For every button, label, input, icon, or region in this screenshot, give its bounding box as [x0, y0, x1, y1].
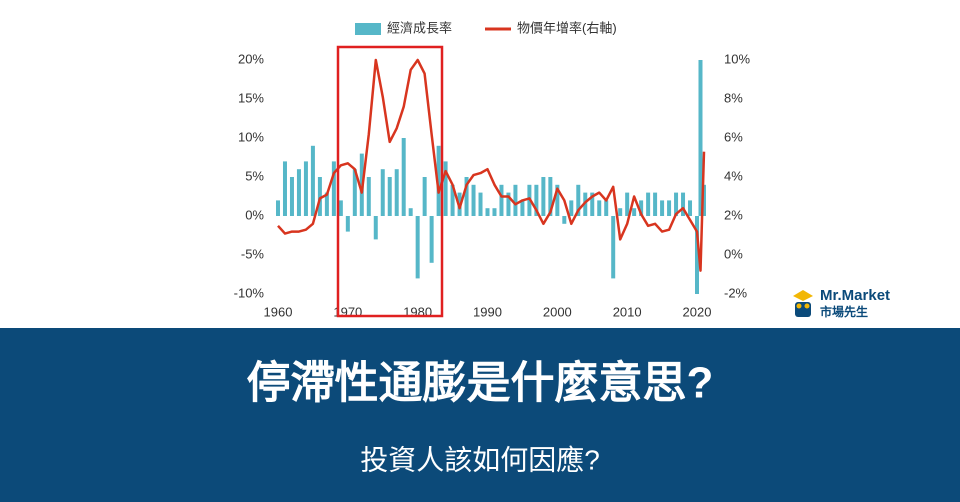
bar — [415, 216, 420, 279]
legend-swatch — [355, 23, 381, 35]
y2-tick-label: -2% — [724, 285, 748, 300]
bar — [303, 161, 308, 216]
bar — [590, 192, 595, 216]
bar — [387, 177, 392, 216]
bar — [541, 177, 546, 216]
x-tick-label: 2010 — [613, 304, 642, 319]
y-tick-label: 20% — [238, 51, 264, 66]
logo: Mr.Market 市場先生 — [793, 287, 890, 319]
bar — [401, 138, 406, 216]
bar — [667, 200, 672, 216]
bar — [478, 192, 483, 216]
bar — [380, 169, 385, 216]
x-tick-label: 2020 — [683, 304, 712, 319]
bar — [597, 200, 602, 216]
bar — [296, 169, 301, 216]
y2-tick-label: 0% — [724, 246, 743, 261]
x-tick-label: 1990 — [473, 304, 502, 319]
bar — [562, 216, 567, 224]
bar — [534, 184, 539, 216]
y-tick-label: 0% — [245, 207, 264, 222]
x-tick-label: 2000 — [543, 304, 572, 319]
bar — [338, 200, 343, 216]
logo-eye — [796, 303, 802, 309]
bar — [436, 145, 441, 216]
bar — [282, 161, 287, 216]
bar — [576, 184, 581, 216]
bar — [324, 192, 329, 216]
bar — [408, 208, 413, 216]
bar — [373, 216, 378, 240]
banner-title: 停滯性通膨是什麼意思? — [247, 359, 714, 408]
bar — [639, 200, 644, 216]
y-tick-label: 5% — [245, 168, 264, 183]
y2-tick-label: 10% — [724, 51, 750, 66]
bar — [366, 177, 371, 216]
y2-tick-label: 6% — [724, 129, 743, 144]
bar — [548, 177, 553, 216]
bar — [429, 216, 434, 263]
logo-hat — [793, 290, 813, 301]
y-tick-label: -10% — [234, 285, 265, 300]
bar — [394, 169, 399, 216]
legend-label: 物價年增率(右軸) — [517, 20, 617, 35]
bar — [646, 192, 651, 216]
y-tick-label: -5% — [241, 246, 265, 261]
bar — [681, 192, 686, 216]
chart: 20% 15% 10% 5% 0% -5% -10% 10% 8% 6% 4% 2% 0% -2% 1960… — [234, 20, 751, 319]
logo-eye — [804, 303, 810, 309]
bar — [471, 184, 476, 216]
logo-subtitle: 市場先生 — [820, 304, 868, 319]
x-tick-label: 1960 — [264, 304, 293, 319]
bar — [443, 161, 448, 216]
bar — [450, 184, 455, 216]
bar — [331, 161, 336, 216]
bar — [506, 192, 511, 216]
y2-tick-label: 2% — [724, 207, 743, 222]
bar — [352, 169, 357, 216]
bar — [688, 200, 693, 216]
highlight-box — [336, 45, 444, 318]
bar — [422, 177, 427, 216]
logo-name: Mr.Market — [820, 287, 890, 304]
bar — [513, 184, 518, 216]
bar — [701, 184, 706, 216]
bar — [317, 177, 322, 216]
bar — [660, 200, 665, 216]
y2-tick-label: 8% — [724, 90, 743, 105]
y2-tick-label: 4% — [724, 168, 743, 183]
bar — [695, 216, 699, 294]
legend-label: 經濟成長率 — [387, 20, 452, 35]
bar — [499, 184, 504, 216]
bar — [569, 200, 574, 216]
bar — [698, 60, 703, 216]
bar — [276, 200, 280, 216]
bar — [520, 200, 525, 216]
bar — [464, 177, 469, 216]
bar — [611, 216, 616, 279]
bar — [674, 192, 679, 216]
bar — [310, 145, 315, 216]
bar — [289, 177, 294, 216]
y-tick-label: 10% — [238, 129, 264, 144]
bar — [604, 200, 609, 216]
line — [277, 58, 706, 272]
bar — [625, 192, 630, 216]
banner — [0, 328, 960, 502]
bar — [618, 208, 623, 216]
bar — [345, 216, 350, 232]
bar — [653, 192, 658, 216]
bar — [555, 184, 560, 216]
y-tick-label: 15% — [238, 90, 264, 105]
bar — [485, 208, 490, 216]
bar — [492, 208, 497, 216]
bar — [632, 208, 637, 216]
bar — [583, 192, 588, 216]
banner-subtitle: 投資人該如何因應? — [360, 444, 600, 475]
